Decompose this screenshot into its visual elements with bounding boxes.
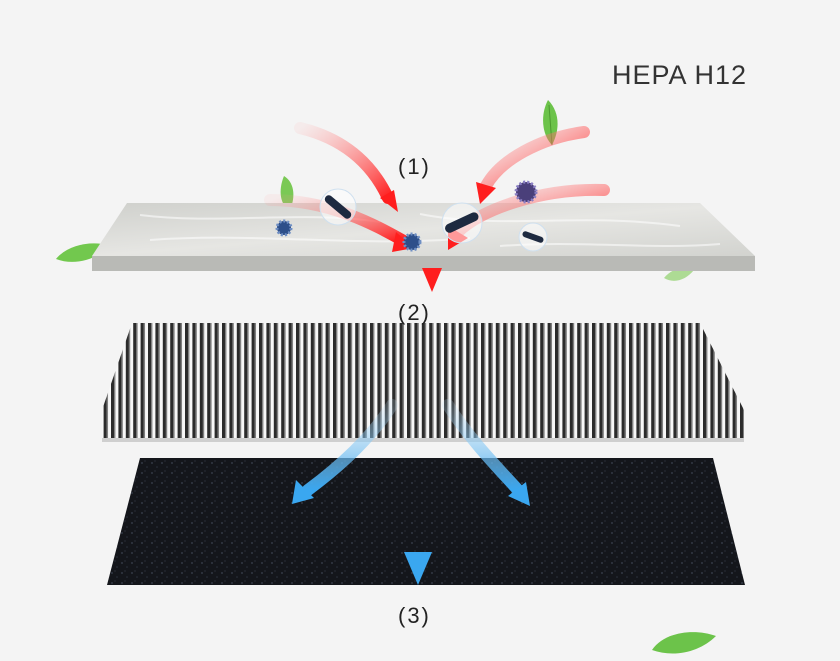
step-label-3: (3) xyxy=(398,603,431,628)
leaf-icon xyxy=(56,243,110,262)
airflow-arrow-icon xyxy=(476,126,590,204)
leaf-icon xyxy=(664,268,694,281)
airflow-arrow-icon xyxy=(422,210,442,292)
airflow-arrow-icon xyxy=(404,400,432,585)
airflow-arrow-icon xyxy=(292,399,398,504)
bacteria-particle-icon xyxy=(319,188,357,226)
virus-particle-icon xyxy=(514,180,538,204)
carbon-layer xyxy=(107,458,745,585)
virus-particle-icon xyxy=(402,232,422,252)
airflow-arrow-icon xyxy=(442,399,530,506)
virus-particle-icon xyxy=(275,219,293,237)
step-label-2: (2) xyxy=(398,300,431,325)
leaf-icon xyxy=(652,632,716,654)
airflow-arrow-icon xyxy=(294,122,398,212)
step-label-1: (1) xyxy=(398,154,431,179)
prefilter-layer xyxy=(92,203,755,271)
bacteria-particle-icon xyxy=(518,222,548,252)
brand-label: HEPA H12 xyxy=(612,60,748,90)
bacteria-particle-icon xyxy=(441,202,483,244)
